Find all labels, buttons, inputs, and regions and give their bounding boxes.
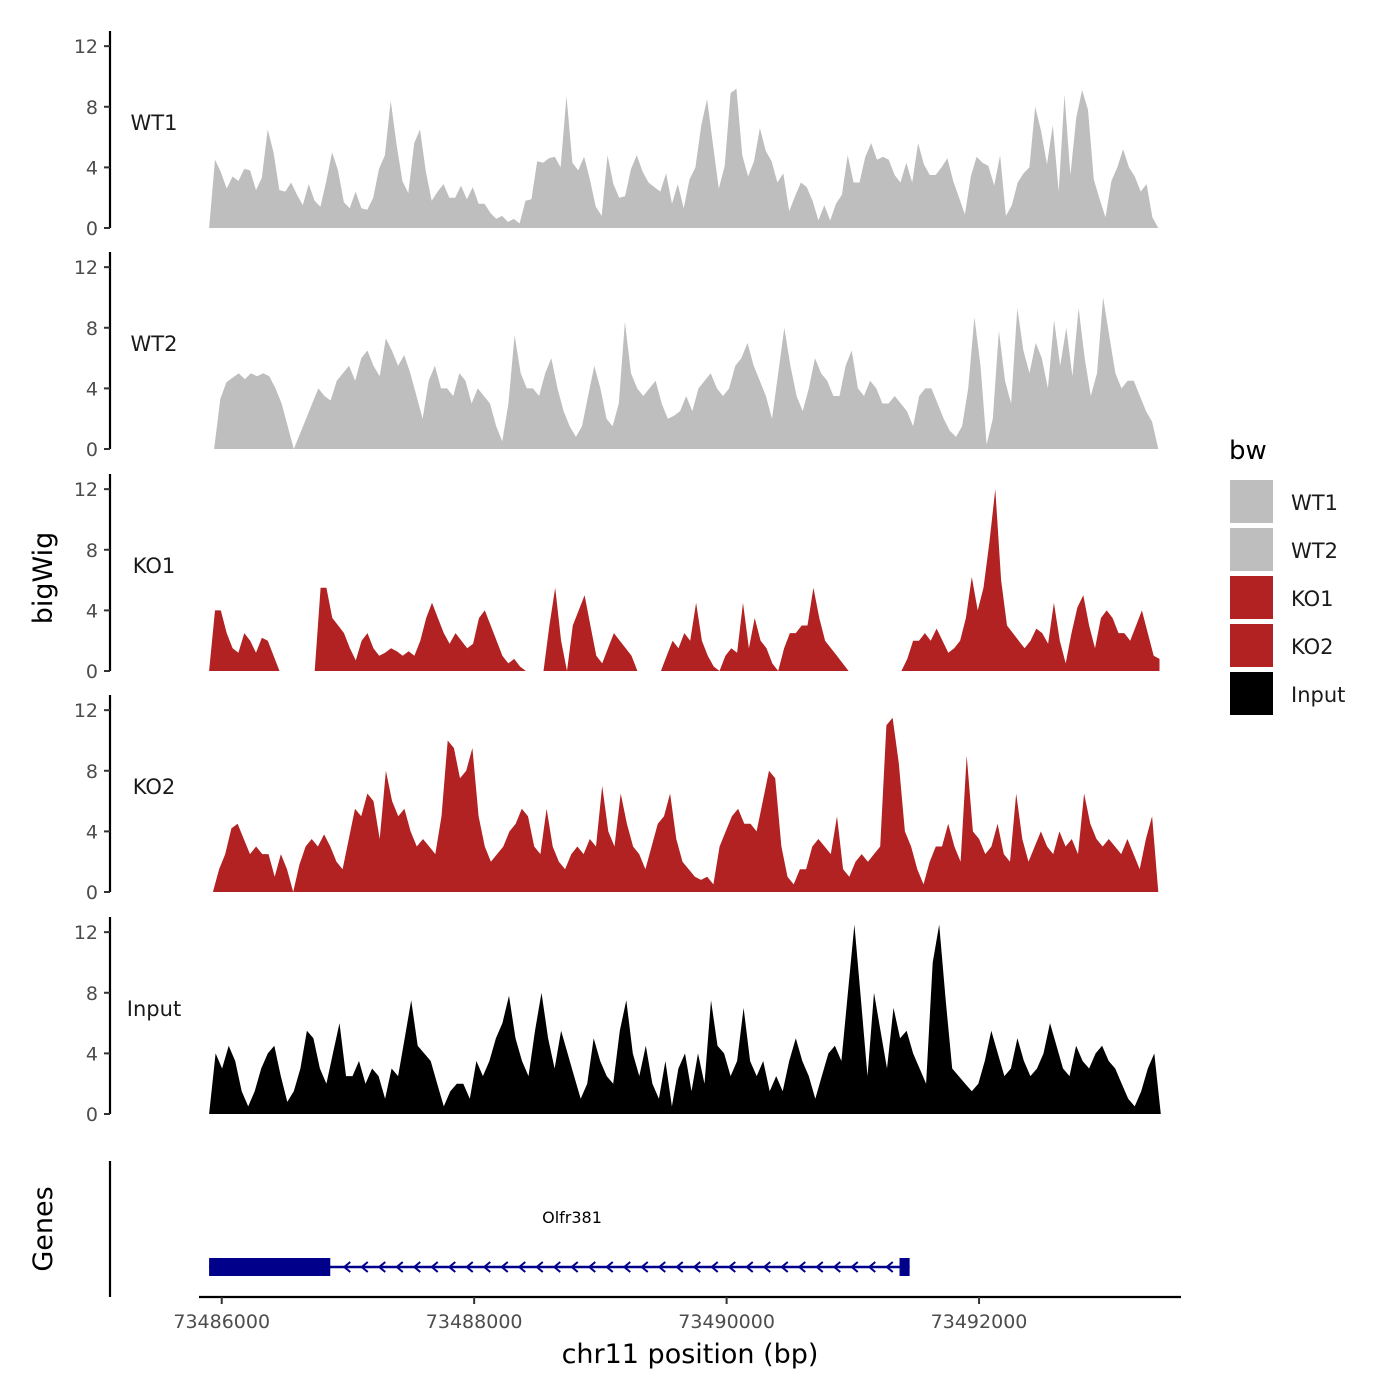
strand-arrow-icon [587,1261,596,1273]
strand-arrow-icon [762,1261,771,1273]
legend-label-ko1: KO1 [1291,587,1334,611]
strand-arrow-icon [535,1261,544,1273]
x-tick-label: 73492000 [931,1311,1028,1333]
strand-arrow-icon [465,1261,474,1273]
strand-arrow-icon [692,1261,701,1273]
y-tick-label: 8 [86,540,98,562]
gene-track: Genes Olfr381 [28,1161,910,1297]
track-panel-ko1: 0 4 8 12 KO1 [74,474,1160,683]
y-tick-label: 12 [74,700,98,722]
x-axis: 73486000 73488000 73490000 73492000 [173,1295,1181,1333]
area-series-ko1 [209,489,1160,671]
legend-label-input: Input [1291,683,1345,707]
area-series-wt1 [209,88,1159,228]
strand-arrow-icon [500,1261,509,1273]
legend-key-ko1 [1228,574,1275,621]
y-tick-label: 12 [74,36,98,58]
track-panel-wt2: 0 4 8 12 WT2 [74,252,1159,461]
area-series-ko2 [212,717,1159,892]
strand-arrow-icon [482,1261,491,1273]
y-tick-label: 0 [86,218,98,240]
strand-arrow-icon [797,1261,806,1273]
y-tick-label: 8 [86,318,98,340]
track-label-wt2: WT2 [131,332,178,356]
y-axis-title: bigWig [28,532,59,625]
gene-exon-2 [899,1258,910,1276]
strand-arrow-icon [745,1261,754,1273]
area-series-wt2 [214,297,1159,449]
y-tick-label: 0 [86,661,98,683]
strand-arrow-icon [360,1261,369,1273]
y-tick-label: 8 [86,983,98,1005]
legend-label-wt2: WT2 [1291,539,1338,563]
track-label-input: Input [127,997,181,1021]
y-tick-label: 4 [86,1043,98,1065]
strand-arrow-icon [710,1261,719,1273]
y-tick-label: 0 [86,882,98,904]
gene-name-label: Olfr381 [542,1208,602,1227]
track-panel-wt1: 0 4 8 12 WT1 [74,31,1159,240]
legend-key-input [1228,670,1275,717]
y-tick-label: 12 [74,479,98,501]
strand-arrow-icon [552,1261,561,1273]
strand-arrow-icon [430,1261,439,1273]
track-label-ko1: KO1 [133,554,176,578]
area-series-input [209,924,1161,1114]
strand-arrow-icon [342,1261,351,1273]
x-tick-label: 73490000 [678,1311,775,1333]
strand-arrow-icon [570,1261,579,1273]
strand-arrow-icon [657,1261,666,1273]
y-tick-label: 8 [86,761,98,783]
strand-arrow-icon [727,1261,736,1273]
strand-arrow-icon [780,1261,789,1273]
strand-arrow-icon [605,1261,614,1273]
track-panel-ko2: 0 4 8 12 KO2 [74,695,1159,904]
y-tick-label: 12 [74,922,98,944]
legend-label-wt1: WT1 [1291,491,1338,515]
strand-arrow-icon [395,1261,404,1273]
legend-key-ko2 [1228,622,1275,669]
strand-arrow-icon [850,1261,859,1273]
track-panels: 0 4 8 12 WT1 0 4 8 12 WT2 0 4 8 12 KO1 0 4 8 12 KO2 0 4 8 12 Inp… [74,31,1161,1126]
track-label-wt1: WT1 [131,111,178,135]
legend-label-ko2: KO2 [1291,635,1334,659]
y-tick-label: 4 [86,378,98,400]
x-tick-label: 73486000 [173,1311,270,1333]
legend-key-wt1 [1228,478,1275,525]
x-tick-label: 73488000 [426,1311,523,1333]
strand-arrow-icon [867,1261,876,1273]
y-tick-label: 4 [86,600,98,622]
legend-key-wt2 [1228,526,1275,573]
strand-arrow-icon [622,1261,631,1273]
y-tick-label: 0 [86,1104,98,1126]
strand-arrow-icon [377,1261,386,1273]
strand-arrow-icon [815,1261,824,1273]
strand-arrow-icon [412,1261,421,1273]
x-axis-title: chr11 position (bp) [562,1339,819,1370]
strand-arrow-icon [640,1261,649,1273]
strand-arrow-icon [447,1261,456,1273]
legend-title: bw [1229,436,1267,466]
gene-track-title: Genes [28,1186,59,1271]
strand-arrow-icon [517,1261,526,1273]
strand-arrow-icon [885,1261,894,1273]
track-panel-input: 0 4 8 12 Input [74,917,1161,1126]
track-label-ko2: KO2 [133,775,176,799]
y-tick-label: 12 [74,257,98,279]
gene-exon-1 [209,1258,331,1276]
y-tick-label: 4 [86,157,98,179]
y-tick-label: 0 [86,439,98,461]
legend: bw WT1 WT2 KO1 KO2 Input [1228,436,1345,717]
strand-arrow-icon [675,1261,684,1273]
y-tick-label: 8 [86,97,98,119]
y-tick-label: 4 [86,821,98,843]
strand-arrow-icon [832,1261,841,1273]
